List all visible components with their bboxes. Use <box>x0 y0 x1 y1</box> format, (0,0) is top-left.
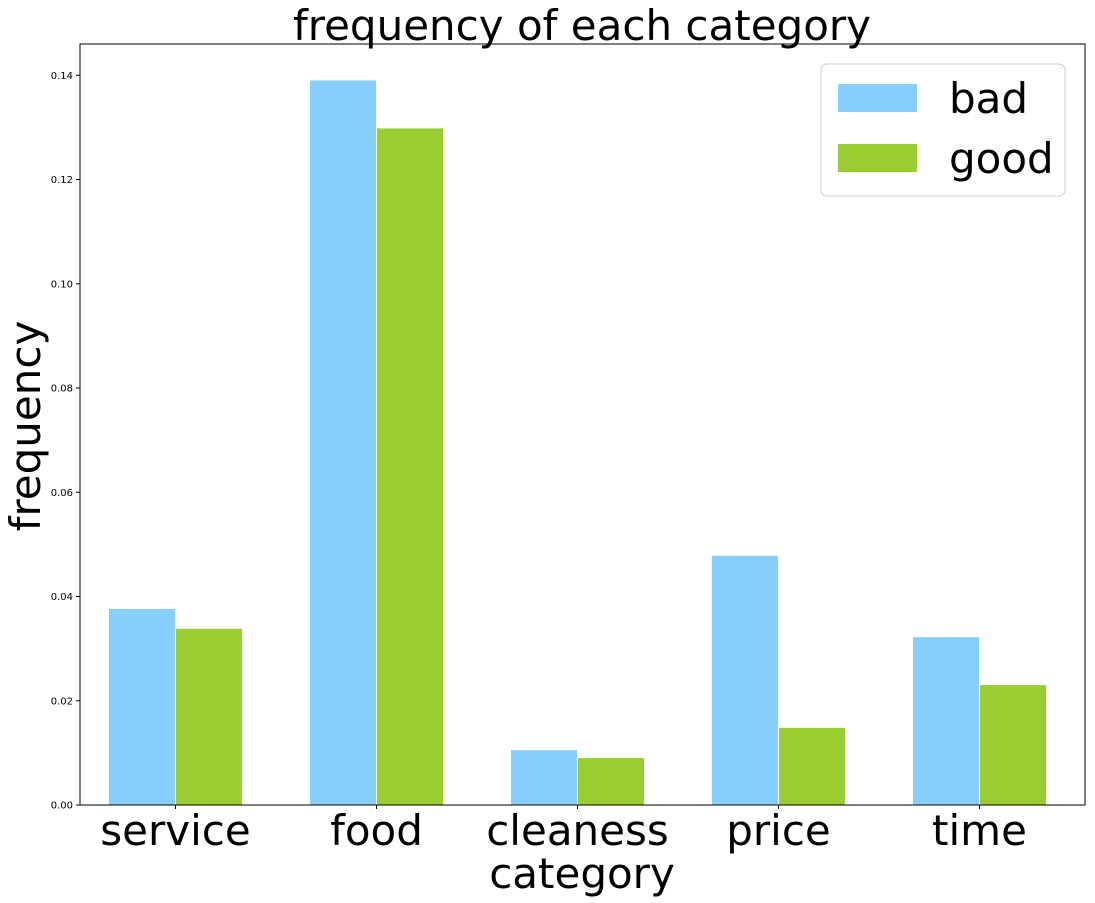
x-axis: service food cleaness price time <box>100 805 1027 855</box>
legend: bad good <box>820 63 1066 197</box>
y-tick-label: 0.08 <box>51 384 73 395</box>
y-tick-label: 0.02 <box>51 696 73 707</box>
x-axis-label: category <box>489 849 675 898</box>
bar-good-food <box>376 127 444 806</box>
bar-bad-cleaness <box>510 749 578 806</box>
x-tick-label-cleaness: cleaness <box>486 806 669 855</box>
bar-good-cleaness <box>577 757 645 806</box>
chart-title: frequency of each category <box>293 1 871 50</box>
bar-good-service <box>175 627 243 806</box>
legend-label-bad: bad <box>949 74 1028 123</box>
y-axis-label: frequency <box>1 321 50 532</box>
y-tick-label: 0.00 <box>51 801 73 812</box>
y-axis: 0.00 0.02 0.04 0.06 0.08 0.10 0.12 0.14 <box>51 71 80 812</box>
x-tick-label-time: time <box>932 806 1027 855</box>
legend-label-good: good <box>949 134 1054 183</box>
x-tick-label-price: price <box>726 806 831 855</box>
bar-bad-time <box>912 636 980 806</box>
bar-bad-service <box>108 607 176 806</box>
x-tick-label-service: service <box>100 806 250 855</box>
y-tick-label: 0.12 <box>51 175 73 186</box>
bar-good-price <box>778 726 846 806</box>
bar-bad-price <box>711 554 779 806</box>
y-tick-label: 0.14 <box>51 71 73 82</box>
bar-bad-food <box>309 79 377 806</box>
y-tick-label: 0.04 <box>51 592 73 603</box>
bar-good-time <box>979 684 1047 806</box>
plot-area <box>108 79 1047 806</box>
legend-swatch-good <box>838 144 917 172</box>
x-tick-label-food: food <box>330 806 423 855</box>
plot-frame <box>79 43 1086 806</box>
legend-swatch-bad <box>838 84 917 112</box>
y-tick-label: 0.10 <box>51 279 73 290</box>
y-tick-label: 0.06 <box>51 488 73 499</box>
